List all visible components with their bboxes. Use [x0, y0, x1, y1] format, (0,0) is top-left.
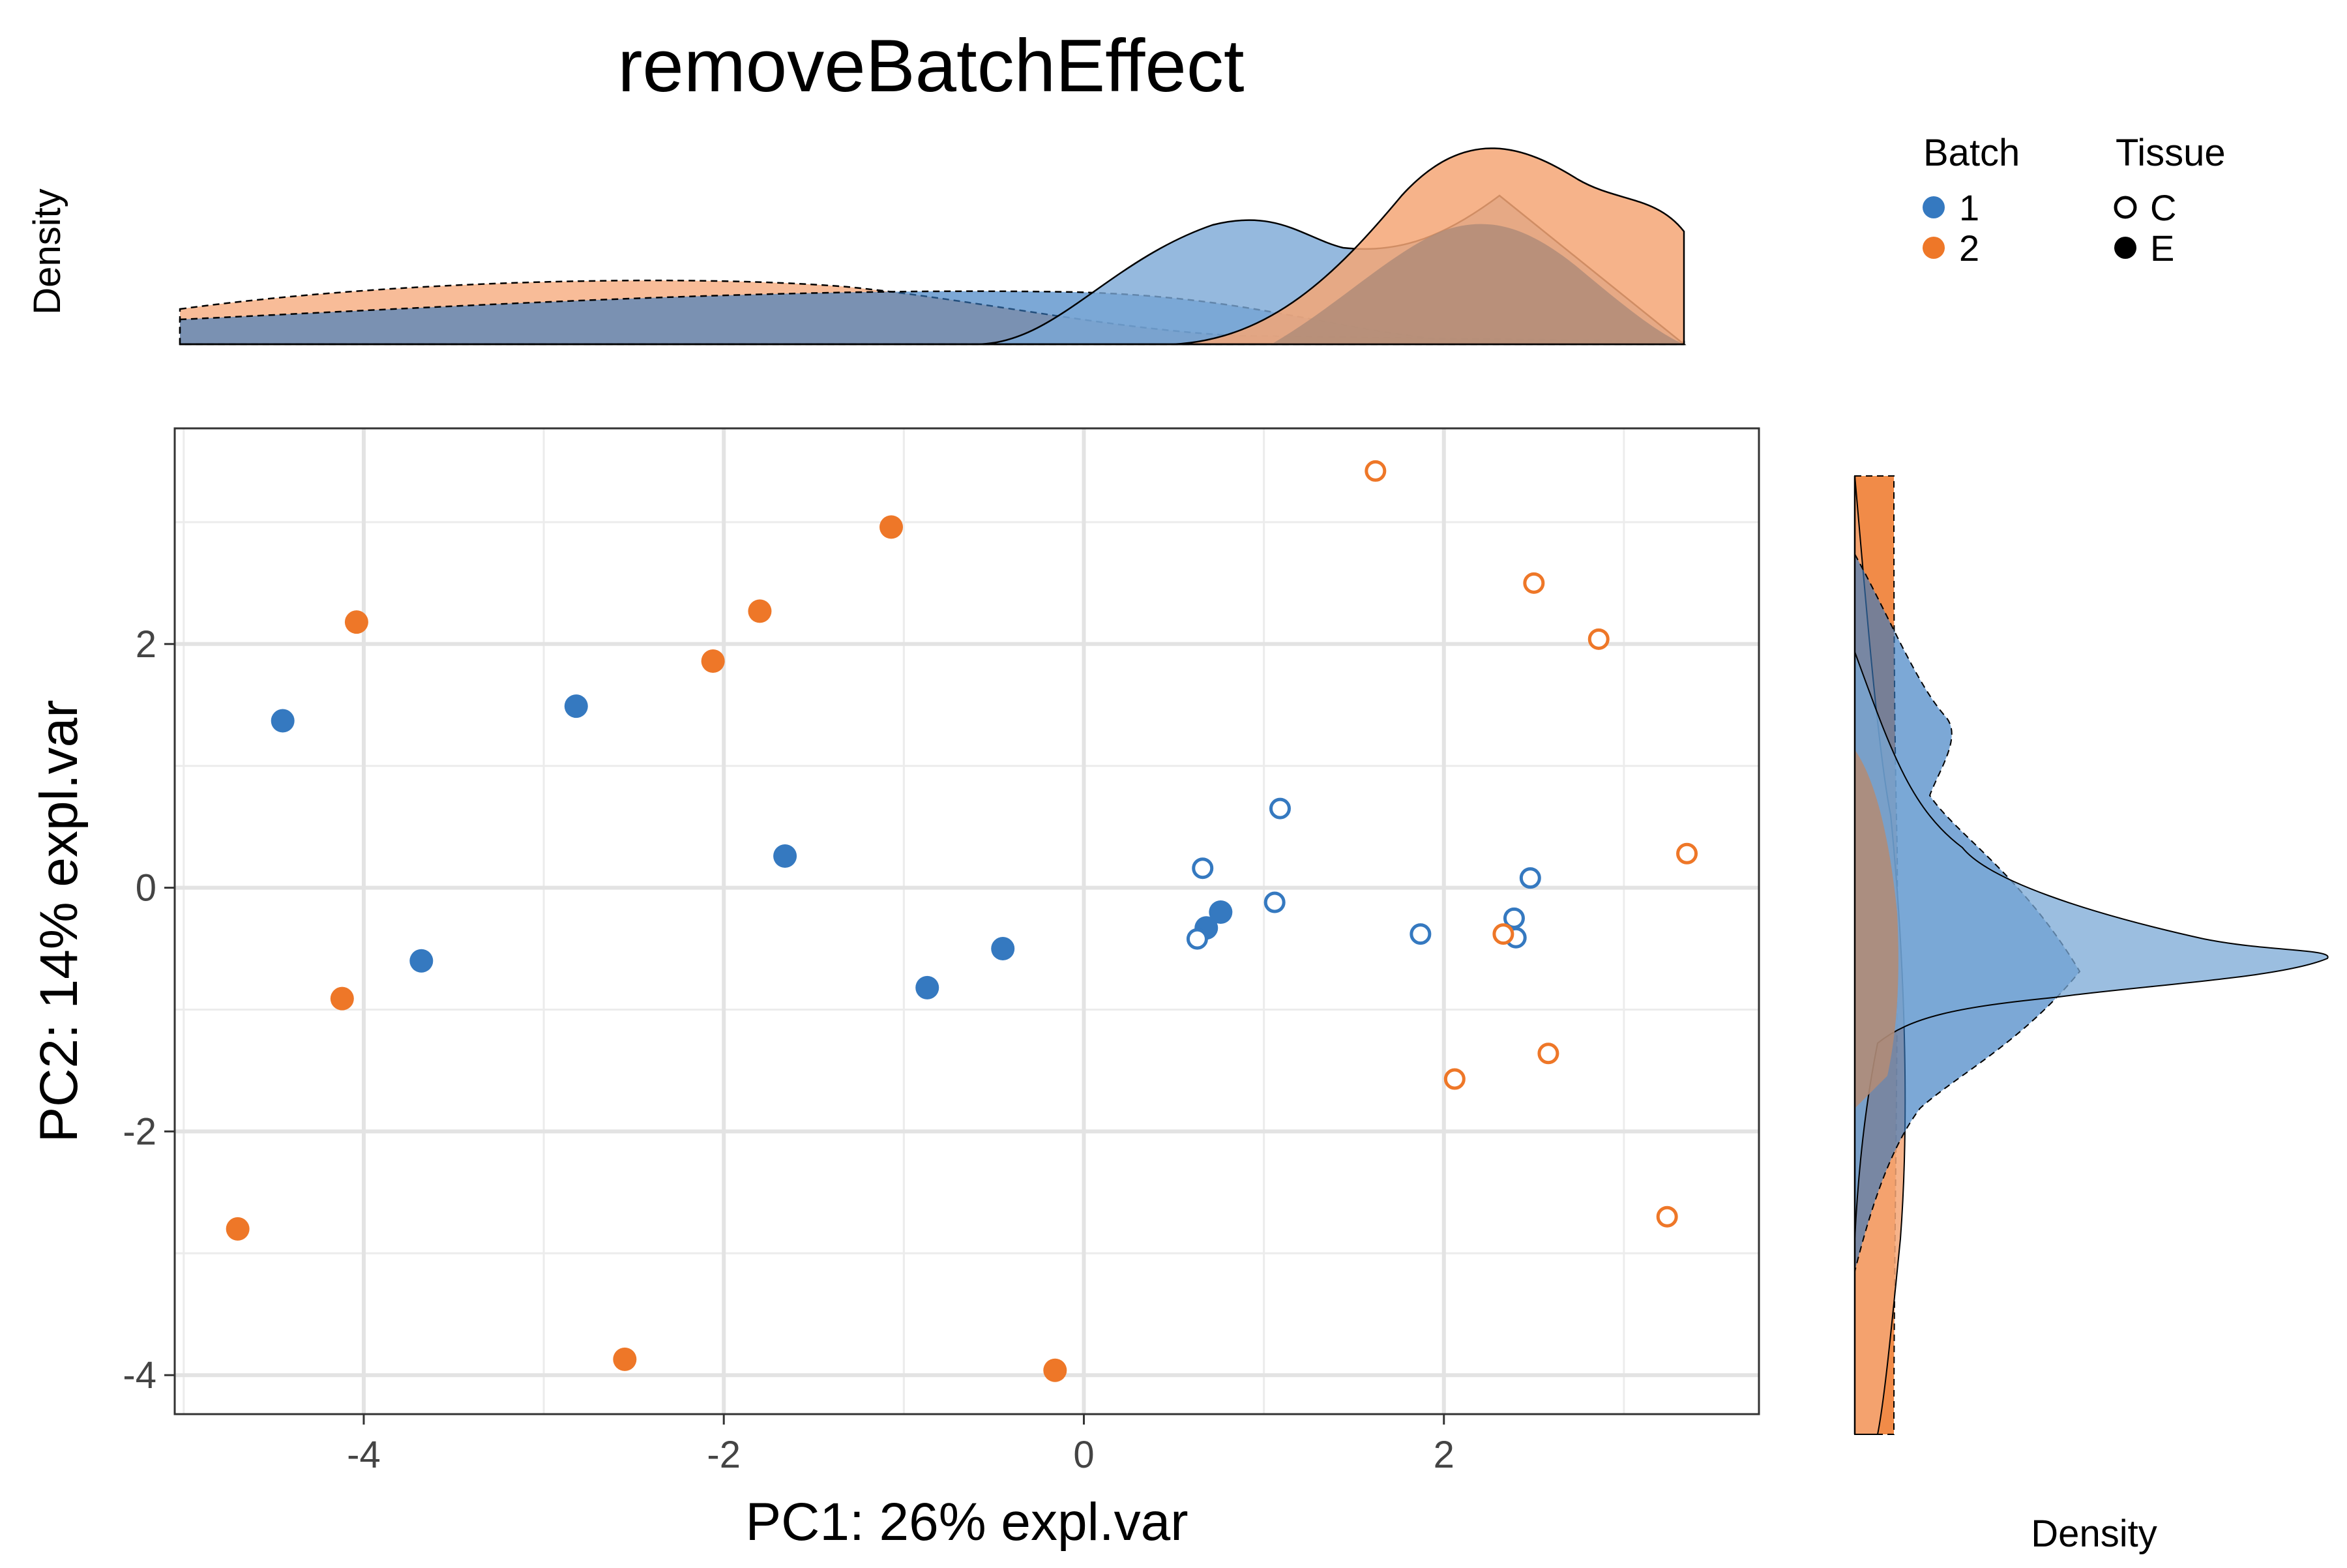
point-batch2-tissueE	[879, 515, 904, 539]
right-density-label: Density	[2031, 1513, 2157, 1555]
top-density-batch2-tissueC	[180, 147, 1685, 346]
x-axis-label: PC1: 26% expl.var	[745, 1492, 1188, 1552]
y-tick-label: 2	[136, 623, 156, 666]
point-batch1-tissueE	[991, 937, 1015, 961]
point-batch1-tissueC	[1192, 857, 1214, 880]
plot-border	[173, 427, 1760, 1415]
point-batch1-tissueC	[1410, 923, 1432, 945]
right-density-panel	[1853, 475, 2329, 1435]
legend-batch1-marker	[1923, 196, 1945, 218]
point-batch1-tissueE	[564, 694, 588, 718]
legend-tissue-title: Tissue	[2116, 132, 2226, 174]
scatter-points	[226, 460, 1698, 1382]
legend-tissue-e-label: E	[2150, 228, 2174, 269]
point-batch1-tissueE	[1209, 900, 1233, 924]
x-axis: -4 -2 0 2	[347, 1414, 1454, 1476]
point-batch2-tissueE	[613, 1347, 637, 1371]
point-batch1-tissueE	[915, 975, 939, 999]
legend-batch1-label: 1	[1959, 187, 1979, 228]
legend-batch2-marker	[1923, 237, 1945, 259]
legend-tissue-e-marker	[2114, 237, 2136, 259]
point-batch2-tissueC	[1676, 842, 1698, 865]
point-batch2-tissueC	[1492, 923, 1514, 945]
major-grid	[175, 428, 1759, 1414]
x-tick-label: 2	[1434, 1434, 1454, 1476]
plot-background	[175, 428, 1759, 1414]
chart-title: removeBatchEffect	[617, 25, 1244, 108]
minor-grid	[175, 428, 1759, 1414]
legend-tissue-c-label: C	[2150, 187, 2176, 228]
point-batch1-tissueC	[1269, 797, 1291, 820]
point-batch2-tissueC	[1656, 1206, 1678, 1228]
y-axis: -4 -2 0 2	[123, 623, 175, 1397]
x-tick-label: 0	[1073, 1434, 1094, 1476]
point-batch2-tissueE	[330, 986, 354, 1011]
y-axis-label: PC2: 14% expl.var	[29, 700, 89, 1142]
y-tick-label: -4	[123, 1354, 156, 1397]
point-batch2-tissueC	[1587, 628, 1610, 650]
point-batch2-tissueC	[1537, 1043, 1559, 1065]
point-batch2-tissueC	[1523, 572, 1545, 594]
legend-batch2-label: 2	[1959, 228, 1979, 269]
point-batch2-tissueE	[748, 599, 772, 623]
point-batch2-tissueE	[1043, 1358, 1067, 1382]
point-batch2-tissueC	[1443, 1068, 1466, 1090]
point-batch2-tissueE	[344, 610, 368, 634]
point-batch1-tissueC	[1186, 928, 1208, 950]
top-density-panel	[179, 147, 1687, 346]
point-batch1-tissueE	[271, 709, 295, 733]
legend: Batch 1 2 Tissue C E	[1923, 132, 2226, 269]
point-batch1-tissueC	[1519, 867, 1541, 889]
x-tick-label: -2	[707, 1434, 741, 1476]
y-tick-label: -2	[123, 1110, 156, 1153]
legend-tissue-c-marker	[2114, 196, 2137, 219]
point-batch2-tissueE	[226, 1217, 250, 1241]
y-tick-label: 0	[136, 867, 156, 910]
point-batch2-tissueC	[1365, 460, 1387, 482]
point-batch1-tissueE	[409, 949, 434, 973]
point-batch1-tissueE	[773, 844, 797, 868]
top-density-label: Density	[26, 188, 68, 314]
legend-batch-title: Batch	[1923, 132, 2020, 174]
point-batch1-tissueC	[1263, 891, 1286, 913]
point-batch2-tissueE	[701, 649, 725, 673]
right-density-overlap	[1855, 750, 1898, 1108]
top-density-overlap	[1271, 224, 1684, 344]
x-tick-label: -4	[347, 1434, 381, 1476]
